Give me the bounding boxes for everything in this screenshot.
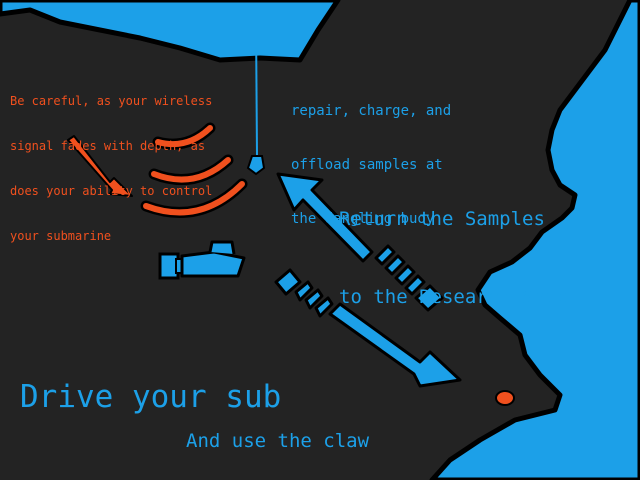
buoy-tip-line: repair, charge, and xyxy=(291,103,452,119)
return-tip-line: to the Research Ship xyxy=(339,286,568,308)
return-arrow-icon xyxy=(276,172,444,312)
buoy-tip-text: repair, charge, and offload samples at t… xyxy=(291,66,451,264)
buoy-tether xyxy=(255,21,258,157)
return-tip-text: Return the Samples to the Research Ship xyxy=(339,154,568,362)
surface-water xyxy=(0,0,341,63)
trench-arrow-icon xyxy=(274,268,462,388)
drive-tip-text: Drive your sub to the Trench xyxy=(20,290,281,480)
buoy-icon xyxy=(246,155,266,176)
claw-tip-line: And use the claw xyxy=(186,430,370,452)
claw-tip-text: And use the claw (spacebar) to pick up s… xyxy=(186,374,392,480)
submarine-icon xyxy=(158,240,246,280)
depth-warning-text: Be careful, as your wireless signal fade… xyxy=(10,64,212,274)
buoy-tip-line: offload samples at xyxy=(291,157,443,173)
warning-line: does your ability to control xyxy=(10,184,213,198)
warning-arrow-icon xyxy=(67,135,133,197)
warning-line: your submarine xyxy=(10,229,112,243)
return-tip-line: Return the Samples xyxy=(339,208,545,230)
sample-marker-icon xyxy=(495,390,515,406)
drive-tip-line: Drive your sub xyxy=(20,379,282,415)
buoy-tip-line: the dangling buoy xyxy=(291,211,435,227)
wireless-signal-icon xyxy=(140,122,248,218)
warning-line: Be careful, as your wireless xyxy=(10,94,213,108)
warning-line: signal fades with depth, as xyxy=(10,139,206,153)
ocean-water xyxy=(429,0,640,480)
